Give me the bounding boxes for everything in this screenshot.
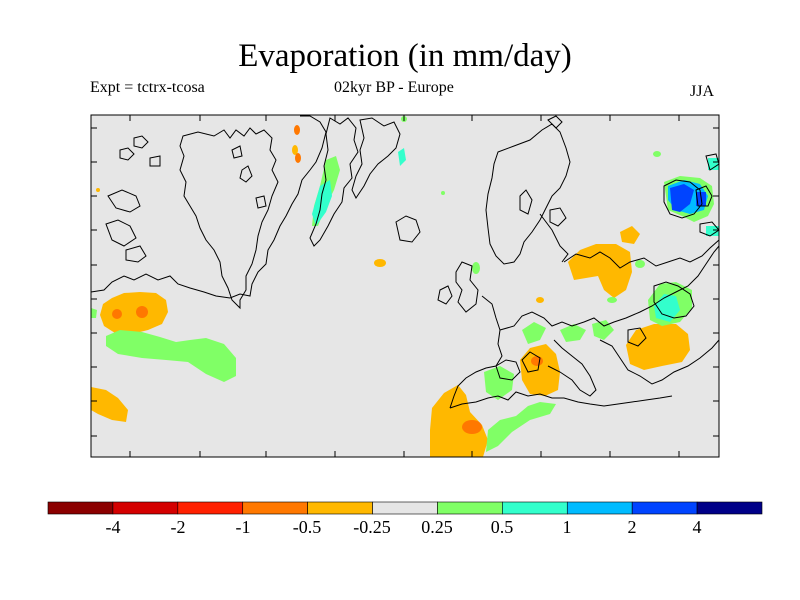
anomaly-teal-northeast-2: [706, 226, 719, 236]
colorbar-tick-label: 0.5: [490, 517, 514, 537]
colorbar-bin: [696, 501, 763, 515]
anomaly-orange-iberia: [430, 385, 488, 457]
colorbar-bin: [372, 501, 438, 515]
anomaly-green-med-2: [486, 402, 556, 452]
colorbar-tick-label: 0.25: [421, 517, 453, 537]
anomaly-green-dot-3: [441, 191, 445, 195]
anomaly-green-dot-5: [607, 297, 617, 303]
anomaly-teal-northeast: [708, 158, 719, 170]
anomaly-green-west-edge: [91, 308, 97, 318]
colorbar-tick-label: 1: [562, 517, 572, 537]
colorbar-tick-label: -2: [170, 517, 186, 537]
colorbar-bin: [566, 501, 633, 515]
anomaly-orange-dot-4: [96, 188, 100, 192]
anomaly-green-med-4: [560, 324, 586, 342]
colorbar-bin: [437, 501, 503, 515]
anomaly-darkorange-dot-greenland-2: [295, 153, 301, 163]
chart-title: Evaporation (in mm/day): [238, 38, 572, 74]
season-label: JJA: [690, 83, 715, 100]
anomaly-orange-dot-3: [292, 145, 298, 155]
colorbar-bin: [502, 501, 568, 515]
map-ticks: [91, 115, 719, 457]
anomaly-teal-balkan: [654, 294, 680, 322]
anomaly-orange-east: [626, 324, 690, 370]
anomaly-green-dot-4: [635, 260, 645, 268]
anomaly-green-med-1: [484, 366, 514, 400]
map-frame: [90, 114, 720, 458]
anomaly-darkorange-iberia: [462, 420, 482, 434]
colorbar-tick-label: 4: [692, 517, 702, 537]
anomaly-fields: [91, 116, 719, 457]
colorbar-bin: [631, 501, 698, 515]
colorbar-bin: [307, 501, 373, 515]
anomaly-orange-southwest: [91, 387, 128, 422]
colorbar-bin: [112, 501, 179, 515]
anomaly-darkorange-dot-greenland: [294, 125, 300, 135]
anomaly-green-dot-1: [472, 262, 480, 274]
anomaly-darkorange-atlantic-1: [112, 309, 122, 319]
anomaly-orange-dot-2: [536, 297, 544, 303]
colorbar-tick-label: -0.5: [292, 517, 322, 537]
period-label: 02kyr BP - Europe: [334, 79, 454, 96]
anomaly-green-med-5: [592, 320, 614, 340]
colorbar-tick-label: -4: [105, 517, 121, 537]
anomaly-orange-atlantic: [100, 292, 168, 334]
coastlines: [90, 115, 720, 409]
colorbar-tick-label: -0.25: [353, 517, 391, 537]
experiment-label: Expt = tctrx-tcosa: [90, 79, 205, 96]
anomaly-darkorange-atlantic-2: [136, 306, 148, 318]
anomaly-teal-greenland: [312, 180, 332, 226]
colorbar-tick-label: 2: [627, 517, 637, 537]
anomaly-orange-small-east: [620, 226, 640, 244]
anomaly-orange-italy: [520, 344, 560, 396]
anomaly-green-med-3: [522, 322, 546, 344]
colorbar-bin: [242, 501, 308, 515]
anomaly-blue-northeast: [670, 184, 694, 212]
anomaly-teal-greenland-2: [398, 148, 406, 166]
anomaly-green-dot-2: [653, 151, 661, 157]
colorbar-bin: [177, 501, 244, 515]
colorbar: [47, 501, 763, 515]
colorbar-bin: [47, 501, 114, 515]
anomaly-orange-balkan: [568, 244, 632, 298]
colorbar-tick-label: -1: [235, 517, 251, 537]
anomaly-darkorange-italy: [531, 356, 543, 366]
anomaly-green-atlantic: [106, 330, 236, 382]
anomaly-orange-dot-1: [374, 259, 386, 267]
